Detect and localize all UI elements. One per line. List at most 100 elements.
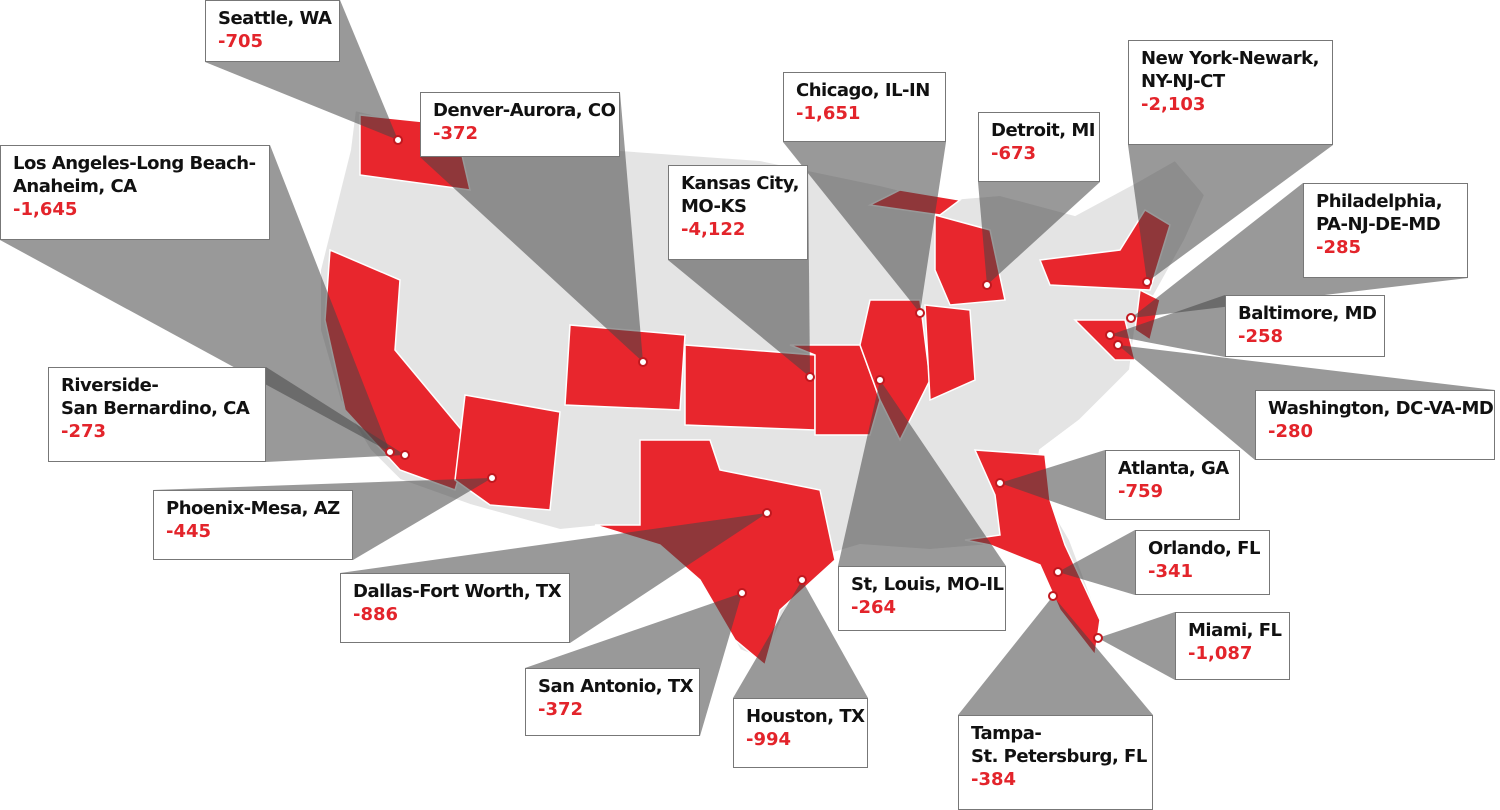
- metro-value: -264: [851, 597, 897, 618]
- callout-box: Riverside- San Bernardino, CA -273: [48, 367, 266, 462]
- metro-value: -886: [353, 604, 399, 625]
- callout-box: Philadelphia, PA-NJ-DE-MD -285: [1303, 183, 1468, 278]
- pointer-wedge: [1058, 530, 1135, 595]
- state: [924, 304, 976, 402]
- metro-name: Miami, FL: [1188, 620, 1282, 641]
- callout-box: Tampa- St. Petersburg, FL -384: [958, 715, 1153, 810]
- callout-box: Chicago, IL-IN -1,651: [783, 72, 946, 142]
- location-dot: [1105, 330, 1115, 340]
- metro-name: NY-NJ-CT: [1141, 71, 1225, 92]
- location-dot: [1053, 567, 1063, 577]
- pointer-wedge: [205, 0, 398, 140]
- metro-name: Atlanta, GA: [1118, 458, 1229, 479]
- callout-box: New York-Newark, NY-NJ-CT -2,103: [1128, 40, 1333, 145]
- metro-name: San Antonio, TX: [538, 676, 694, 697]
- callout-box: Dallas-Fort Worth, TX -886: [340, 573, 570, 643]
- metro-value: -1,651: [796, 103, 861, 124]
- metro-name: Phoenix-Mesa, AZ: [166, 498, 340, 519]
- metro-value: -384: [971, 769, 1017, 790]
- callout-box: Detroit, MI -673: [978, 112, 1100, 182]
- metro-value: -285: [1316, 237, 1362, 258]
- location-dot: [1113, 340, 1123, 350]
- callout-box: Atlanta, GA -759: [1105, 450, 1240, 520]
- callout-box: Houston, TX -994: [733, 698, 868, 768]
- callout-box: Seattle, WA -705: [205, 0, 340, 62]
- location-dot: [797, 575, 807, 585]
- metro-name: Tampa-: [971, 723, 1042, 744]
- metro-value: -2,103: [1141, 94, 1206, 115]
- metro-name: Kansas City,: [681, 173, 799, 194]
- location-dot: [1142, 277, 1152, 287]
- pointer-wedge: [1098, 612, 1175, 680]
- pointer-wedge: [1128, 145, 1333, 282]
- metro-value: -372: [433, 123, 479, 144]
- callout-box: San Antonio, TX -372: [525, 668, 700, 736]
- callout-box: St, Louis, MO-IL -264: [838, 566, 1006, 631]
- metro-value: -759: [1118, 481, 1164, 502]
- location-dot: [875, 375, 885, 385]
- pointer-wedge: [733, 580, 868, 698]
- pointer-wedge: [978, 182, 1100, 285]
- metro-value: -673: [991, 143, 1037, 164]
- pointer-wedge: [783, 142, 946, 313]
- metro-name: Los Angeles-Long Beach-: [13, 153, 256, 174]
- pointer-wedge: [1131, 183, 1468, 318]
- location-dot: [982, 280, 992, 290]
- metro-name: Orlando, FL: [1148, 538, 1260, 559]
- callout-box: Phoenix-Mesa, AZ -445: [153, 490, 353, 560]
- metro-name: Anaheim, CA: [13, 176, 137, 197]
- metro-value: -258: [1238, 326, 1284, 347]
- metro-name: Seattle, WA: [218, 8, 332, 29]
- metro-name: Baltimore, MD: [1238, 303, 1377, 324]
- metro-name: Dallas-Fort Worth, TX: [353, 581, 562, 602]
- location-dot: [805, 372, 815, 382]
- location-dot: [915, 308, 925, 318]
- location-dot: [737, 588, 747, 598]
- metro-value: -273: [61, 421, 107, 442]
- metro-name: St. Petersburg, FL: [971, 746, 1147, 767]
- location-dot: [393, 135, 403, 145]
- state: [564, 324, 686, 411]
- location-dot: [638, 357, 648, 367]
- callout-box: Los Angeles-Long Beach- Anaheim, CA -1,645: [0, 145, 270, 240]
- location-dot: [762, 508, 772, 518]
- metro-name: PA-NJ-DE-MD: [1316, 214, 1441, 235]
- state: [1073, 319, 1136, 361]
- pointer-wedge: [1000, 450, 1105, 520]
- metro-name: Philadelphia,: [1316, 191, 1443, 212]
- callout-box: Denver-Aurora, CO -372: [420, 92, 620, 157]
- location-dots: [385, 135, 1152, 643]
- metro-value: -372: [538, 699, 584, 720]
- metro-value: -705: [218, 31, 264, 52]
- metro-name: Houston, TX: [746, 706, 865, 727]
- callout-box: Baltimore, MD -258: [1225, 295, 1385, 357]
- metro-value: -341: [1148, 561, 1194, 582]
- metro-name: Chicago, IL-IN: [796, 80, 930, 101]
- pointer-wedge: [266, 367, 405, 462]
- location-dot: [1093, 633, 1103, 643]
- location-dot: [995, 478, 1005, 488]
- metro-name: San Bernardino, CA: [61, 398, 250, 419]
- callout-box: Orlando, FL -341: [1135, 530, 1270, 595]
- metro-name: Detroit, MI: [991, 120, 1096, 141]
- metro-value: -4,122: [681, 219, 746, 240]
- metro-name: Washington, DC-VA-MD: [1268, 398, 1494, 419]
- metro-name: MO-KS: [681, 196, 747, 217]
- metro-name: Denver-Aurora, CO: [433, 100, 616, 121]
- location-dot: [487, 473, 497, 483]
- pointer-wedge: [1110, 295, 1225, 357]
- pointer-wedge: [838, 380, 1006, 566]
- metro-name: New York-Newark,: [1141, 48, 1319, 69]
- metro-name: Riverside-: [61, 375, 159, 396]
- pointer-wedge: [420, 92, 643, 362]
- callout-box: Miami, FL -1,087: [1175, 612, 1290, 680]
- metro-value: -994: [746, 729, 792, 750]
- metro-name: St, Louis, MO-IL: [851, 574, 1004, 595]
- location-dot: [1048, 591, 1058, 601]
- highlighted-states: [324, 114, 1171, 667]
- metro-value: -1,087: [1188, 643, 1253, 664]
- callout-box: Washington, DC-VA-MD -280: [1255, 390, 1495, 460]
- metro-value: -1,645: [13, 199, 78, 220]
- location-dot: [400, 450, 410, 460]
